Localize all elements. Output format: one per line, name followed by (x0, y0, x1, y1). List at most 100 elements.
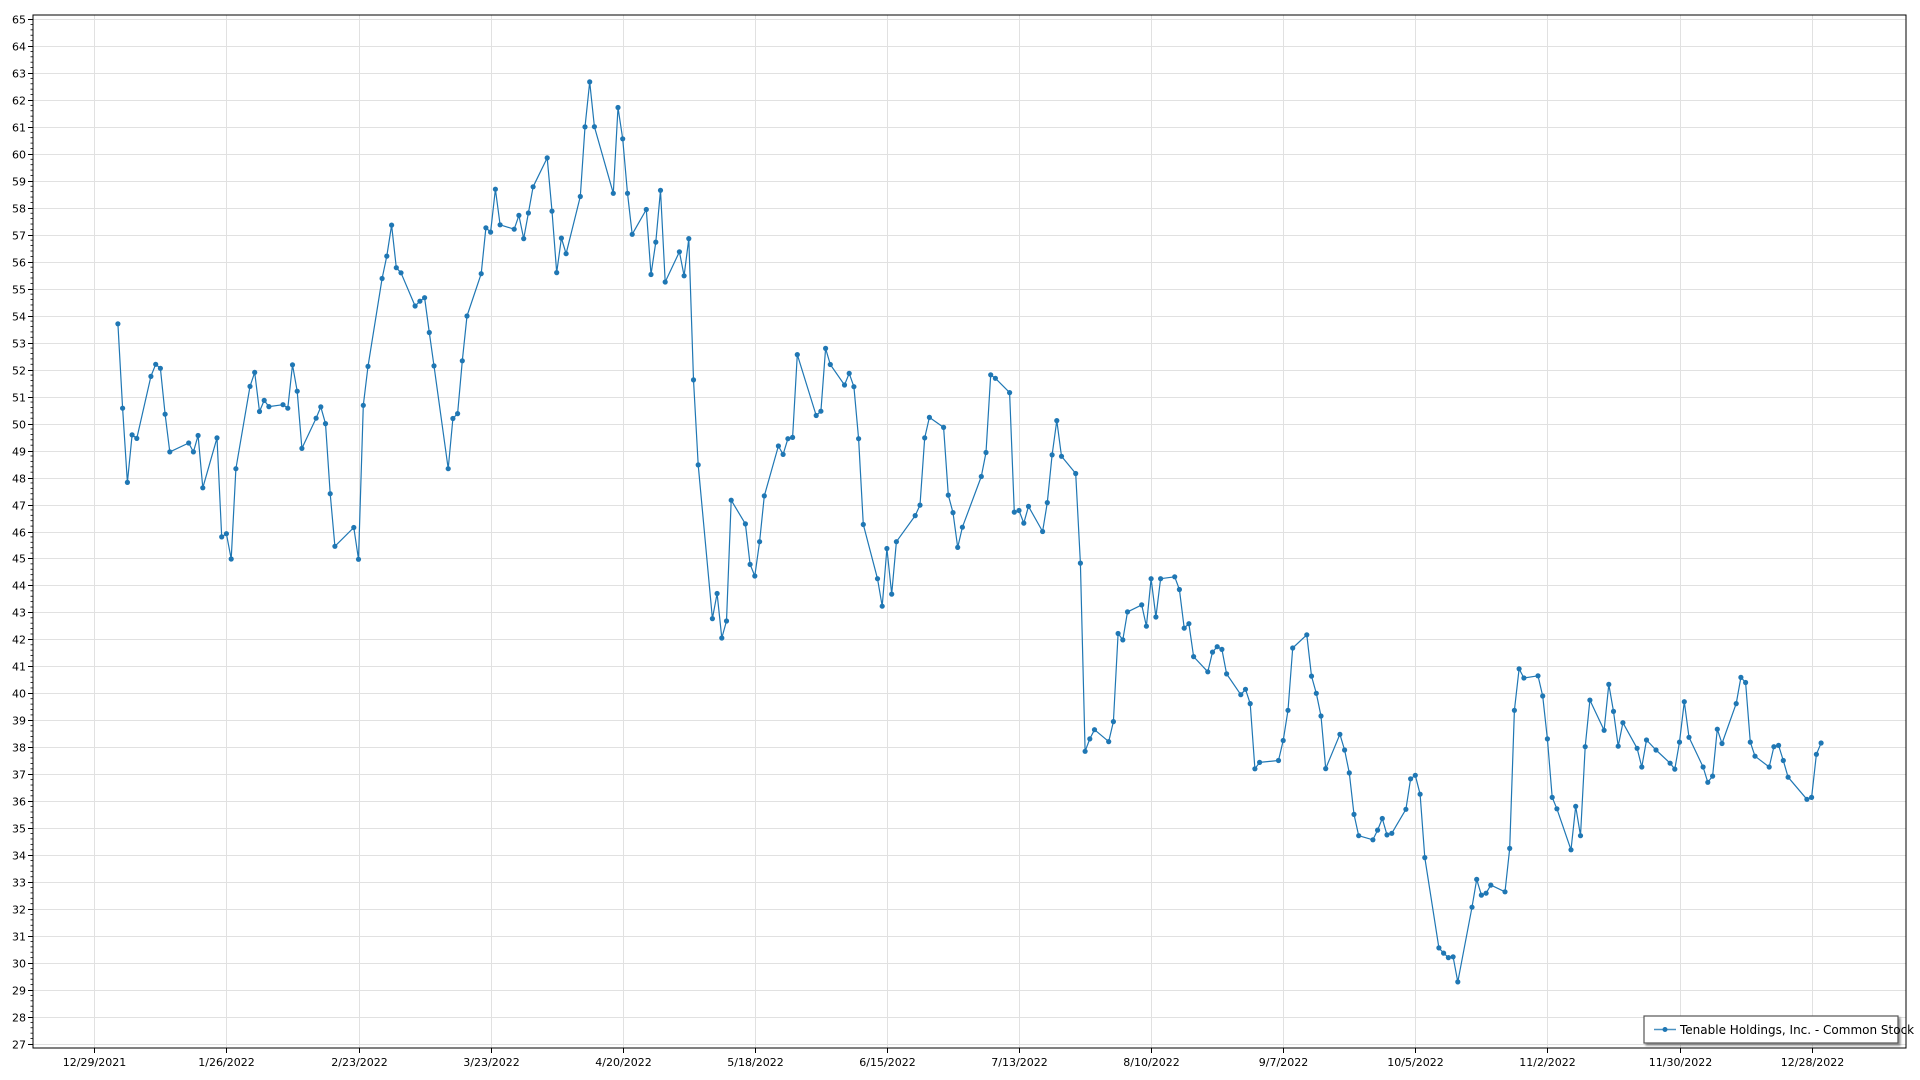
y-tick-label: 36 (12, 796, 26, 809)
x-tick-label: 4/20/2022 (595, 1056, 651, 1069)
data-point (1511, 707, 1517, 713)
data-point (1176, 586, 1182, 593)
data-point (379, 275, 385, 282)
x-tick-label: 9/7/2022 (1259, 1056, 1308, 1069)
data-point (1148, 576, 1154, 582)
data-point (620, 136, 626, 142)
data-point (1205, 669, 1211, 675)
data-point (124, 479, 130, 485)
data-point (1502, 889, 1508, 895)
data-point (1011, 509, 1017, 515)
data-point (1705, 779, 1711, 785)
data-point (1700, 764, 1706, 770)
data-point (1379, 815, 1385, 822)
data-point (912, 513, 918, 519)
data-point (1478, 892, 1484, 898)
data-point (219, 534, 225, 540)
x-tick-label: 2/23/2022 (331, 1056, 387, 1069)
data-point (1181, 625, 1187, 631)
data-point (1337, 731, 1343, 737)
data-point (549, 208, 555, 214)
series-tenable (115, 79, 1824, 985)
data-point (492, 186, 498, 192)
data-point (450, 415, 456, 422)
data-point (558, 235, 565, 241)
data-point (1639, 764, 1645, 770)
data-point (355, 556, 362, 562)
data-point (488, 229, 494, 235)
data-point (1653, 747, 1659, 753)
data-point (1436, 945, 1442, 951)
data-point (1016, 507, 1022, 514)
data-point (851, 384, 857, 390)
data-point (1752, 753, 1758, 759)
data-point (1025, 503, 1032, 509)
y-tick-label: 42 (12, 634, 26, 647)
data-point (327, 491, 333, 497)
data-point (120, 405, 126, 411)
legend-label: Tenable Holdings, Inc. - Common Stock (1679, 1023, 1914, 1037)
data-point (261, 397, 267, 403)
data-point (1441, 950, 1447, 956)
data-point (1304, 632, 1310, 638)
data-point (1247, 701, 1253, 707)
data-point (577, 193, 583, 200)
y-tick-label: 55 (12, 284, 26, 297)
data-point (1804, 796, 1810, 802)
data-point (1356, 833, 1362, 839)
y-tick-label: 43 (12, 607, 26, 620)
plot-area-border (32, 14, 1907, 1049)
data-point (1346, 770, 1352, 776)
data-point (1342, 747, 1348, 753)
y-tick-label: 46 (12, 527, 26, 540)
data-point (417, 298, 423, 304)
data-point (318, 404, 324, 410)
y-tick-label: 31 (12, 931, 26, 944)
data-point (1172, 574, 1178, 580)
data-point (554, 270, 560, 276)
data-point (1058, 453, 1065, 459)
data-point (478, 271, 484, 277)
data-point (629, 231, 635, 237)
data-point (1115, 630, 1121, 637)
legend-box (1643, 1015, 1899, 1044)
data-point (1582, 744, 1588, 750)
data-point (1507, 845, 1513, 852)
data-point (657, 187, 664, 193)
data-point (1738, 674, 1744, 681)
y-tick-label: 60 (12, 149, 26, 162)
data-point (464, 313, 470, 319)
data-point (780, 451, 786, 457)
data-point (365, 363, 371, 369)
y-tick-label: 32 (12, 904, 26, 917)
y-tick-label: 59 (12, 176, 26, 189)
data-point (431, 363, 437, 369)
data-point (1813, 751, 1819, 757)
data-point (728, 497, 734, 503)
data-point (162, 411, 168, 417)
y-tick-label: 63 (12, 68, 26, 81)
data-point (757, 539, 763, 545)
data-point (723, 618, 730, 624)
data-point (1044, 500, 1050, 506)
data-point (1313, 690, 1319, 696)
data-point (398, 270, 404, 276)
data-point (1323, 766, 1329, 772)
y-tick-label: 50 (12, 419, 26, 432)
data-point (761, 493, 767, 499)
data-point (747, 561, 753, 568)
data-point (1158, 576, 1164, 582)
data-point (422, 295, 428, 301)
data-point (690, 377, 697, 383)
data-point (1087, 736, 1093, 742)
y-tick-label: 33 (12, 877, 26, 890)
y-tick-label: 27 (12, 1039, 26, 1052)
data-point (190, 449, 196, 455)
data-point (1445, 955, 1451, 961)
x-tick-label: 7/13/2022 (991, 1056, 1047, 1069)
data-point (941, 424, 947, 430)
data-point (1544, 736, 1550, 742)
data-point (1577, 833, 1584, 839)
data-point (1606, 681, 1612, 688)
